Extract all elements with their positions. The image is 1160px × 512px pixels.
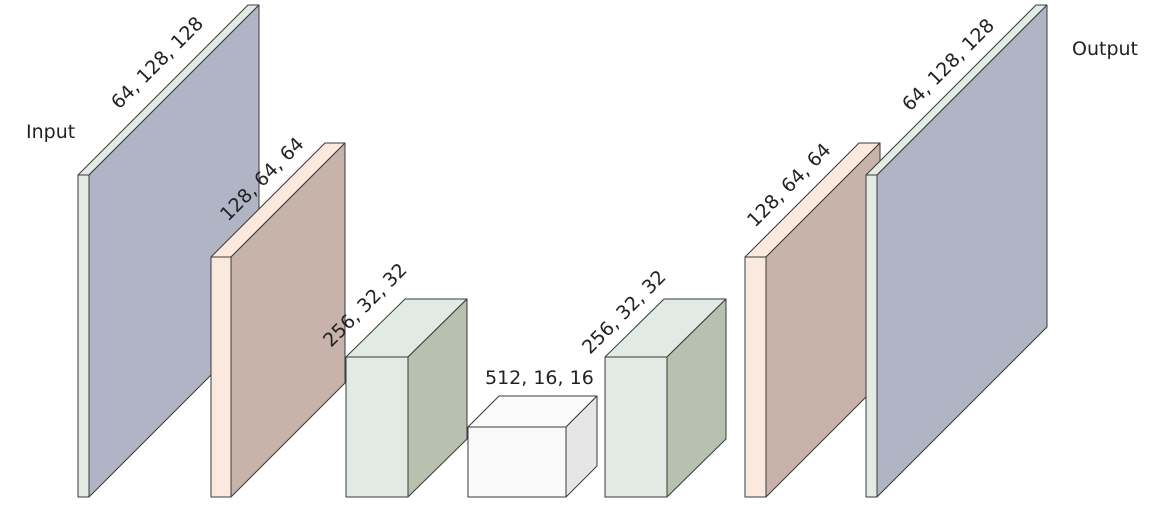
decoder-block-2	[744, 142, 881, 498]
input-label: Input	[26, 121, 75, 143]
decoder-block-1	[865, 4, 1048, 498]
decoder-block-2-front	[744, 256, 767, 498]
encoder-block-1	[77, 4, 260, 498]
bottleneck-block-front	[467, 426, 567, 498]
decoder-block-3	[604, 298, 727, 498]
encoder-block-2	[210, 142, 346, 498]
encoder-block-3-front	[345, 356, 409, 498]
encoder-block-1-front	[77, 174, 90, 498]
decoder-block-3-front	[604, 356, 668, 498]
bottleneck-block-dims: 512, 16, 16	[485, 367, 594, 389]
encoder-block-3	[345, 298, 468, 498]
bottleneck-block	[467, 395, 598, 498]
decoder-block-1-front	[865, 174, 878, 498]
encoder-block-2-front	[210, 256, 232, 498]
output-label: Output	[1072, 38, 1138, 60]
